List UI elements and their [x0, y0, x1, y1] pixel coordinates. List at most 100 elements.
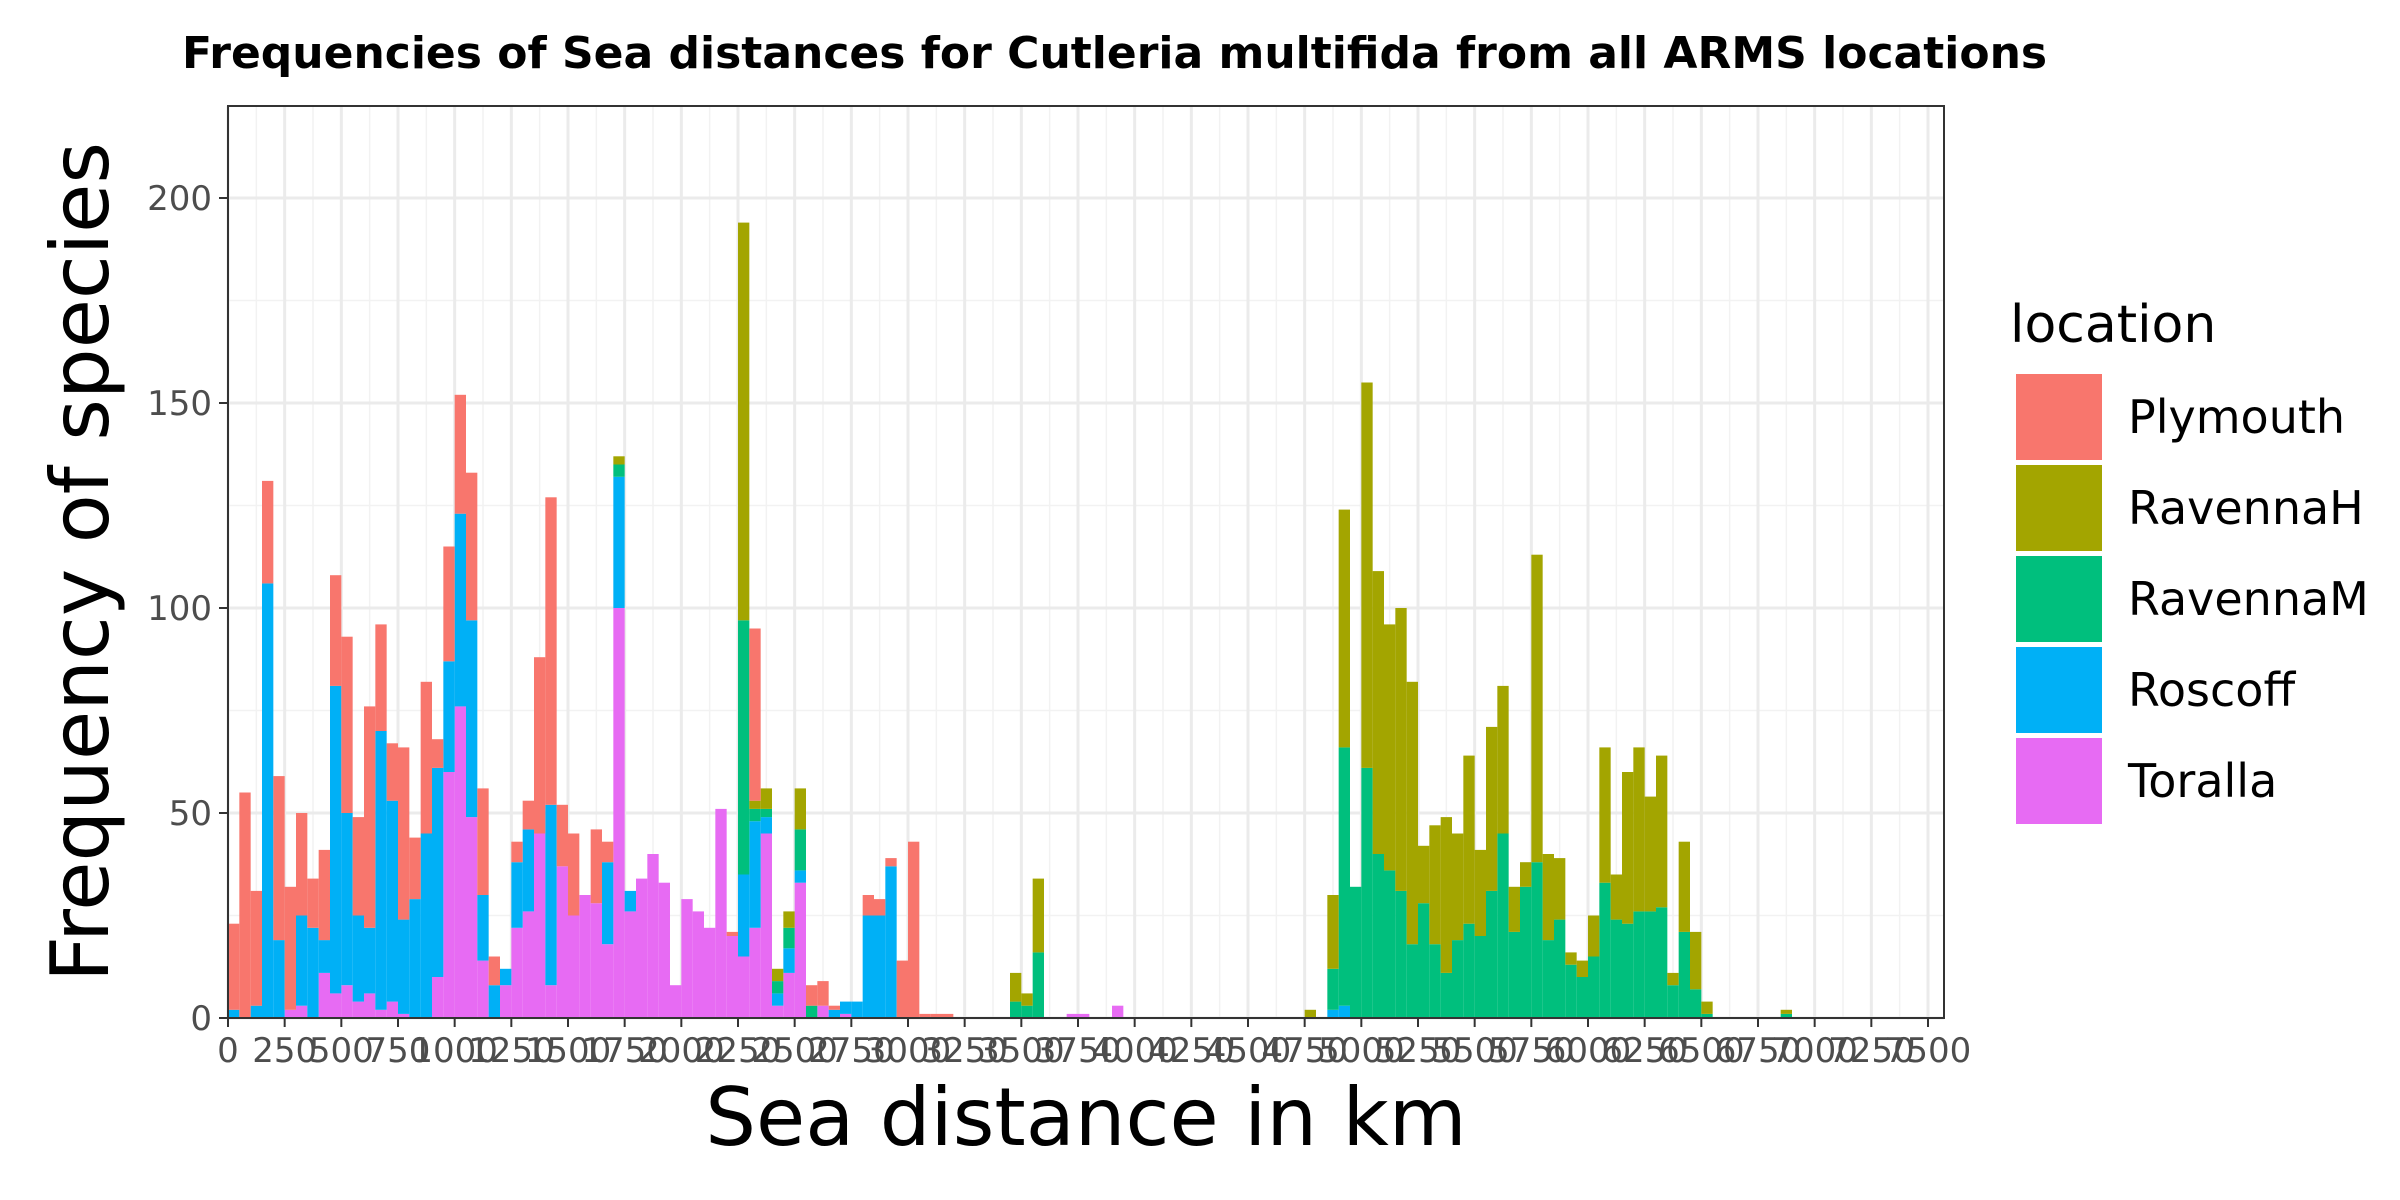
bar-roscoff: [1338, 1005, 1350, 1018]
bar-roscoff: [760, 817, 772, 834]
bar-plymouth: [284, 886, 296, 1010]
bar-ravennam: [1361, 767, 1373, 1018]
bar-ravennam: [783, 927, 795, 949]
bar-roscoff: [840, 1001, 852, 1014]
x-tick-label: 5250: [1375, 1031, 1462, 1071]
legend-title: location: [2010, 295, 2216, 355]
bar-ravennah: [1418, 845, 1430, 904]
bar-ravennam: [1690, 989, 1702, 1018]
bar-ravennah: [1633, 747, 1645, 912]
x-tick-label: 6500: [1658, 1031, 1745, 1071]
chart-title: Frequencies of Sea distances for Cutleri…: [182, 28, 2047, 79]
bar-ravennam: [1463, 923, 1475, 1018]
x-tick-label: 5500: [1431, 1031, 1518, 1071]
bar-ravennam: [1554, 919, 1566, 1018]
bar-toralla: [602, 944, 614, 1018]
bar-plymouth: [726, 931, 738, 936]
bar-ravennah: [1010, 972, 1022, 1002]
bar-plymouth: [443, 546, 455, 662]
bar-toralla: [670, 985, 682, 1018]
bar-ravennah: [772, 968, 784, 982]
bar-roscoff: [420, 833, 432, 1018]
bar-plymouth: [375, 624, 387, 731]
x-tick-label: 1250: [468, 1031, 555, 1071]
bar-roscoff: [454, 513, 466, 707]
bar-plymouth: [228, 923, 240, 1010]
bar-toralla: [466, 817, 478, 1018]
bar-toralla: [590, 903, 602, 1018]
bar-plymouth: [522, 800, 534, 830]
bar-plymouth: [568, 833, 580, 916]
bar-roscoff: [749, 821, 761, 928]
y-tick-label: 0: [190, 999, 212, 1039]
bar-roscoff: [522, 829, 534, 912]
bar-ravennah: [1486, 726, 1498, 891]
bars: [228, 222, 1792, 1018]
y-tick-label: 150: [147, 384, 212, 424]
bar-plymouth: [296, 813, 308, 916]
bar-roscoff: [885, 866, 897, 1018]
bar-plymouth: [488, 956, 500, 986]
x-tick-label: 6750: [1715, 1031, 1802, 1071]
bar-roscoff: [783, 948, 795, 973]
bar-ravennah: [794, 788, 806, 830]
bar-ravennam: [806, 1005, 818, 1018]
bar-plymouth: [908, 841, 920, 1018]
bar-ravennam: [1599, 882, 1611, 1018]
bar-ravennam: [1452, 940, 1464, 1018]
bar-ravennah: [1032, 878, 1044, 953]
bar-ravennah: [738, 222, 750, 621]
bar-toralla: [579, 895, 591, 1018]
bar-ravennam: [1520, 886, 1532, 1018]
bar-toralla: [398, 1013, 410, 1018]
x-tick-label: 7000: [1771, 1031, 1858, 1071]
bar-toralla: [794, 882, 806, 1018]
x-axis-title: Sea distance in km: [705, 1071, 1466, 1164]
bar-toralla: [522, 911, 534, 1018]
bar-roscoff: [307, 927, 319, 1018]
bar-toralla: [715, 808, 727, 1018]
bar-roscoff: [330, 685, 342, 994]
bar-plymouth: [250, 890, 262, 1006]
bar-toralla: [556, 866, 568, 1018]
bar-roscoff: [318, 940, 330, 973]
bar-toralla: [1066, 1013, 1078, 1018]
bar-ravennam: [1338, 747, 1350, 1006]
bar-ravennam: [1588, 956, 1600, 1018]
bar-ravennam: [1032, 952, 1044, 1018]
y-tick-label: 200: [147, 179, 212, 219]
axes: 0 250500750100012501500175020002250250027…: [147, 179, 1971, 1071]
bar-roscoff: [738, 874, 750, 957]
bar-ravennah: [1701, 1001, 1713, 1014]
bar-roscoff: [613, 476, 625, 608]
bar-ravennah: [613, 456, 625, 465]
bar-ravennah: [1656, 755, 1668, 908]
bar-ravennah: [1576, 960, 1588, 977]
bar-ravennam: [1474, 936, 1486, 1018]
bar-roscoff: [466, 620, 478, 818]
bar-ravennah: [1678, 841, 1690, 932]
bar-roscoff: [772, 993, 784, 1006]
bar-ravennam: [1327, 968, 1339, 1010]
bar-toralla: [341, 985, 353, 1018]
bar-ravennah: [1497, 685, 1509, 834]
y-tick-label: 100: [147, 589, 212, 629]
bar-toralla: [760, 833, 772, 1018]
bar-ravennam: [1701, 1013, 1713, 1018]
bar-ravennah: [1599, 747, 1611, 883]
bar-ravennam: [738, 620, 750, 875]
bar-roscoff: [341, 813, 353, 986]
bar-roscoff: [409, 899, 421, 1018]
bar-plymouth: [885, 858, 897, 867]
bar-ravennah: [1021, 993, 1033, 1006]
bar-toralla: [772, 1005, 784, 1018]
bar-ravennah: [1622, 772, 1634, 924]
legend-key-plymouth: [2016, 374, 2102, 460]
bar-ravennam: [1667, 985, 1679, 1018]
bar-plymouth: [511, 841, 523, 863]
bar-plymouth: [273, 776, 285, 941]
bar-plymouth: [318, 849, 330, 941]
bar-ravennah: [1610, 874, 1622, 920]
bar-plymouth: [364, 706, 376, 928]
